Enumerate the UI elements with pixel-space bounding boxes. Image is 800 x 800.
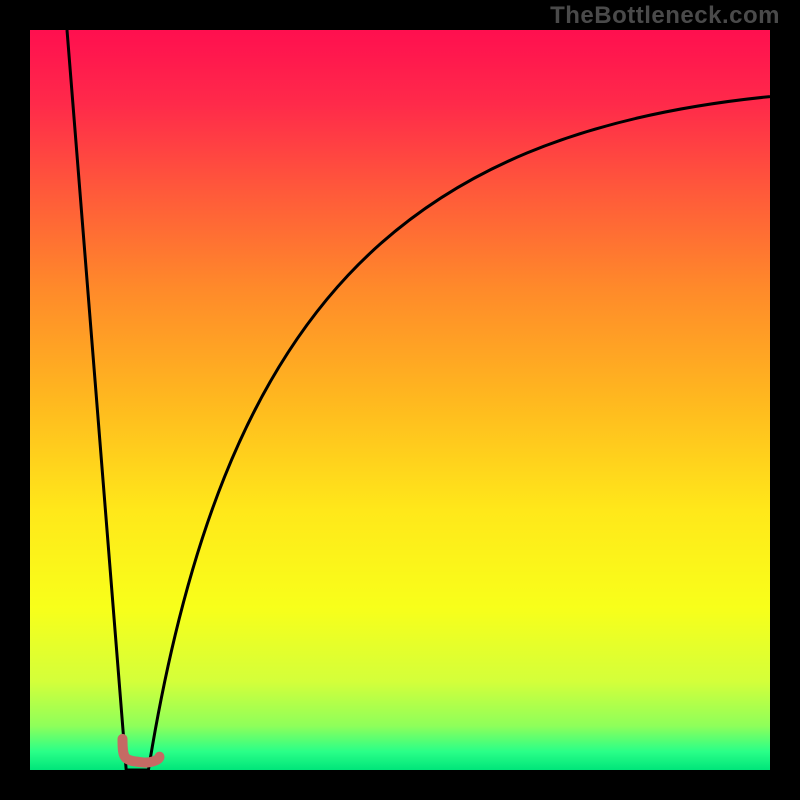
chart-svg <box>30 30 770 770</box>
chart-frame: TheBottleneck.com <box>0 0 800 800</box>
gradient-background <box>30 30 770 770</box>
plot-area <box>30 30 770 770</box>
watermark-text: TheBottleneck.com <box>550 2 780 30</box>
